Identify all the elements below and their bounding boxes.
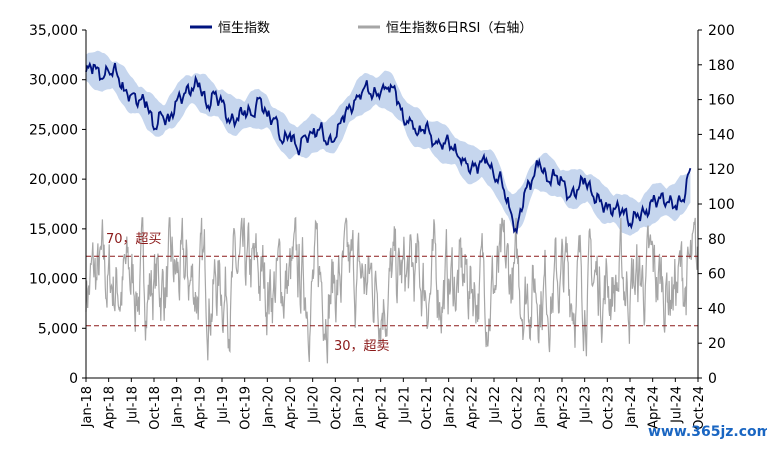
y-right-tick-label: 0 xyxy=(708,371,717,387)
annotations: 70，超买 30，超卖 xyxy=(106,232,390,354)
x-tick-label: Oct-24 xyxy=(692,386,707,430)
reference-lines xyxy=(86,255,698,327)
legend-label-rsi: 恒生指数6日RSI（右轴） xyxy=(386,21,532,36)
y-right-tick-label: 20 xyxy=(708,336,726,352)
x-tick-label: Oct-19 xyxy=(239,386,254,430)
x-tick-label: Apr-18 xyxy=(103,386,118,429)
x-ticks: Jan-18 Apr-18 Jul-18 Oct-18 Jan-19 Apr-19 Jul-… xyxy=(80,378,707,430)
y-right-tick-label: 160 xyxy=(708,93,735,109)
y-right-ticks: 0 20 40 60 80 100 120 140 160 180 200 xyxy=(698,23,735,387)
reference-label-30: 30，超卖 xyxy=(334,339,390,354)
y-right-tick-label: 60 xyxy=(708,267,726,283)
y-left-ticks: 0 5,000 10,000 15,000 20,000 25,000 30,000 35,0… xyxy=(29,23,86,387)
y-left-tick-label: 5,000 xyxy=(38,321,78,337)
y-left-tick-label: 30,000 xyxy=(29,73,78,89)
legend-label-hsi: 恒生指数 xyxy=(218,21,270,36)
x-tick-label: Oct-20 xyxy=(329,386,344,430)
rsi-series xyxy=(85,216,699,364)
x-tick-label: Jan-20 xyxy=(261,386,276,428)
x-tick-label: Apr-21 xyxy=(375,386,390,429)
x-tick-label: Jan-23 xyxy=(533,386,548,428)
hsi-band xyxy=(86,50,691,236)
x-tick-label: Apr-19 xyxy=(193,386,208,429)
y-left-tick-label: 0 xyxy=(69,371,78,387)
x-tick-label: Apr-22 xyxy=(465,386,480,429)
x-tick-label: Jul-23 xyxy=(579,386,594,424)
y-left-tick-label: 35,000 xyxy=(29,23,78,39)
reference-label-70: 70，超买 xyxy=(106,232,162,247)
x-tick-label: Oct-21 xyxy=(420,386,435,430)
y-right-tick-label: 100 xyxy=(708,197,735,213)
hsi-line xyxy=(85,61,692,235)
y-right-tick-label: 120 xyxy=(708,162,735,178)
x-tick-label: Jul-24 xyxy=(669,386,684,424)
x-tick-label: Jul-21 xyxy=(397,386,412,424)
x-tick-label: Apr-20 xyxy=(284,386,299,429)
watermark: www.365jz.com xyxy=(648,424,767,440)
y-right-tick-label: 80 xyxy=(708,232,726,248)
x-tick-label: Jul-22 xyxy=(488,386,503,424)
x-tick-label: Jul-18 xyxy=(125,386,140,424)
y-left-tick-label: 20,000 xyxy=(29,172,78,188)
rsi-line xyxy=(85,216,699,364)
x-tick-label: Apr-23 xyxy=(556,386,571,429)
x-tick-label: Jan-19 xyxy=(171,386,186,428)
y-right-tick-label: 140 xyxy=(708,127,735,143)
x-tick-label: Oct-22 xyxy=(511,386,526,430)
x-tick-label: Jul-19 xyxy=(216,386,231,424)
x-tick-label: Oct-18 xyxy=(148,386,163,430)
x-tick-label: Jan-22 xyxy=(443,386,458,428)
y-right-tick-label: 40 xyxy=(708,301,726,317)
x-tick-label: Oct-23 xyxy=(601,386,616,430)
hsi-series xyxy=(85,61,692,235)
y-right-tick-label: 200 xyxy=(708,23,735,39)
x-tick-label: Apr-24 xyxy=(647,386,662,429)
y-left-tick-label: 25,000 xyxy=(29,122,78,138)
legend: 恒生指数 恒生指数6日RSI（右轴） xyxy=(190,21,532,36)
hsi-band-area xyxy=(86,50,691,236)
y-left-tick-label: 15,000 xyxy=(29,222,78,238)
y-right-tick-label: 180 xyxy=(708,58,735,74)
y-left-tick-label: 10,000 xyxy=(29,272,78,288)
x-tick-label: Jan-21 xyxy=(352,386,367,428)
x-tick-label: Jan-18 xyxy=(80,386,95,428)
x-tick-label: Jan-24 xyxy=(624,386,639,428)
x-tick-label: Jul-20 xyxy=(307,386,322,424)
